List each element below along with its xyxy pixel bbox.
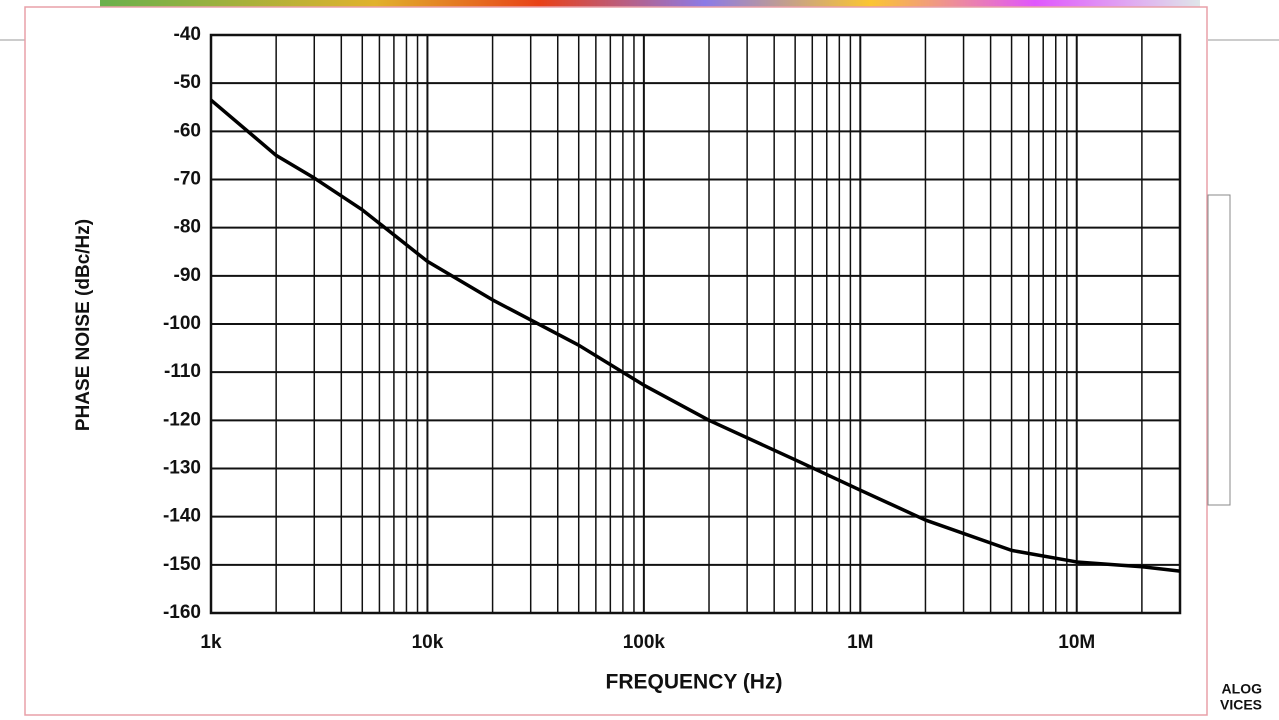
top-strip (100, 0, 1200, 7)
y-tick-label: -110 (164, 361, 201, 382)
x-tick-label: 100k (623, 632, 666, 653)
x-tick-label: 1M (847, 632, 873, 653)
y-tick-label: -50 (174, 72, 201, 93)
side-panel (1207, 194, 1231, 506)
plot-border (209, 33, 1182, 615)
y-tick-label: -60 (174, 120, 201, 141)
data-line (209, 98, 1181, 573)
y-axis-label: PHASE NOISE (dBc/Hz) (73, 219, 94, 431)
y-tick-label: -70 (174, 169, 201, 190)
y-tick-label: -160 (163, 602, 201, 623)
y-tick-label: -130 (163, 458, 201, 479)
y-tick-label: -90 (174, 265, 201, 286)
x-axis-label: FREQUENCY (Hz) (606, 671, 783, 694)
logo-text: ALOG (1222, 681, 1263, 697)
y-tick-label: -120 (163, 409, 201, 430)
y-tick-label: -150 (163, 554, 201, 575)
y-tick-label: -100 (163, 313, 201, 334)
y-tick-label: -80 (174, 217, 201, 238)
y-tick-label: -40 (174, 24, 201, 45)
logo-text: VICES (1220, 697, 1262, 713)
x-tick-label: 10k (412, 632, 444, 653)
x-tick-label: 1k (200, 632, 222, 653)
x-tick-label: 10M (1058, 632, 1095, 653)
y-tick-label: -140 (163, 506, 201, 527)
